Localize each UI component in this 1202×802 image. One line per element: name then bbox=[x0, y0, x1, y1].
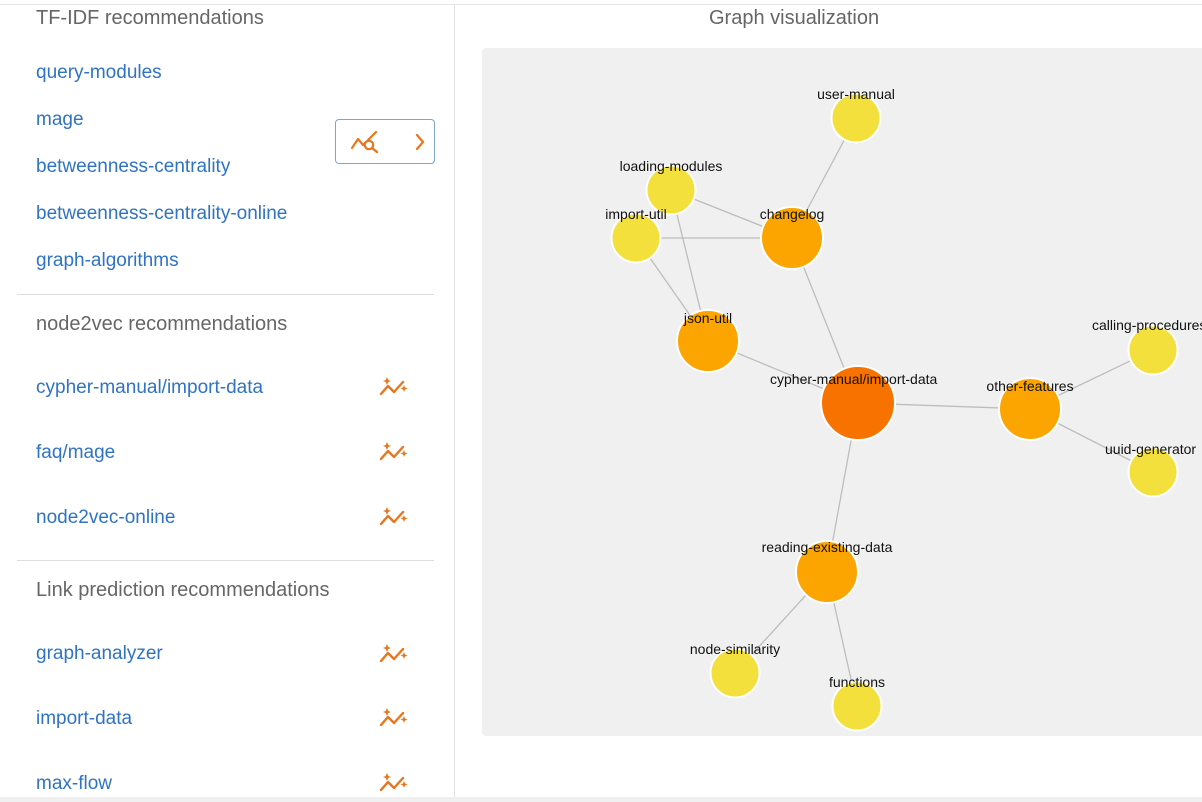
linkpred-link-graph-analyzer[interactable]: graph-analyzer bbox=[36, 643, 163, 664]
graph-node-label-user-manual: user-manual bbox=[817, 86, 895, 102]
sparkle-trend-icon[interactable] bbox=[378, 506, 410, 530]
graph-node-import-util[interactable] bbox=[610, 212, 662, 264]
top-border bbox=[0, 4, 1202, 5]
graph-node-node-similarity[interactable] bbox=[709, 647, 761, 699]
graph-node-other-features[interactable] bbox=[998, 377, 1062, 441]
graph-node-label-loading-modules: loading-modules bbox=[620, 158, 723, 174]
chart-search-icon bbox=[350, 130, 379, 154]
node2vec-section-title: node2vec recommendations bbox=[36, 313, 288, 335]
section-divider bbox=[17, 294, 434, 295]
linkpred-link-max-flow[interactable]: max-flow bbox=[36, 773, 113, 794]
graph-svg: cypher-manual/import-data user-manual chan… bbox=[605, 86, 1202, 732]
graph-node-label-uuid-generator: uuid-generator bbox=[1105, 441, 1196, 457]
graph-node-cypher-manual-import-data[interactable] bbox=[820, 365, 896, 441]
node2vec-link-node2vec-online[interactable]: node2vec-online bbox=[36, 507, 176, 528]
graph-node-label-node-similarity: node-similarity bbox=[690, 641, 780, 657]
graph-canvas[interactable]: cypher-manual/import-data user-manual chan… bbox=[482, 48, 1202, 736]
sparkle-trend-icon[interactable] bbox=[378, 376, 410, 400]
recommendations-panel: TF-IDF recommendations query-modules mag… bbox=[0, 0, 454, 797]
graph-node-label-json-util: json-util bbox=[683, 310, 732, 326]
section-divider bbox=[17, 560, 434, 561]
sparkle-trend-icon[interactable] bbox=[378, 643, 410, 667]
chevron-right-icon bbox=[415, 133, 425, 151]
graph-node-json-util[interactable] bbox=[676, 309, 740, 373]
tfidf-link-betweenness-centrality[interactable]: betweenness-centrality bbox=[36, 156, 231, 177]
tfidf-link-graph-algorithms[interactable]: graph-algorithms bbox=[36, 250, 179, 271]
graph-node-label-changelog: changelog bbox=[760, 206, 825, 222]
node2vec-link-faq-mage[interactable]: faq/mage bbox=[36, 442, 116, 463]
sparkle-trend-icon[interactable] bbox=[378, 441, 410, 465]
tfidf-link-mage[interactable]: mage bbox=[36, 109, 84, 130]
linkpred-section-title: Link prediction recommendations bbox=[36, 579, 330, 601]
sparkle-trend-icon[interactable] bbox=[378, 772, 410, 796]
graph-node-label-other-features: other-features bbox=[986, 378, 1073, 394]
graph-node-label-calling-procedures: calling-procedures bbox=[1092, 317, 1202, 333]
linkpred-link-import-data[interactable]: import-data bbox=[36, 708, 133, 729]
graph-toggle-button[interactable] bbox=[335, 119, 435, 164]
tfidf-section-title: TF-IDF recommendations bbox=[36, 7, 264, 29]
graph-title: Graph visualization bbox=[709, 7, 880, 29]
graph-node-calling-procedures[interactable] bbox=[1127, 324, 1179, 376]
graph-node-label-import-util: import-util bbox=[605, 206, 666, 222]
node2vec-link-cypher-manual-import-data[interactable]: cypher-manual/import-data bbox=[36, 377, 264, 398]
graph-node-reading-existing-data[interactable] bbox=[795, 540, 859, 604]
graph-node-changelog[interactable] bbox=[760, 206, 824, 270]
graph-node-label-cypher-manual-import-data: cypher-manual/import-data bbox=[770, 371, 938, 387]
sparkle-trend-icon[interactable] bbox=[378, 707, 410, 731]
graph-node-user-manual[interactable] bbox=[830, 92, 882, 144]
bottom-scroll-area bbox=[0, 797, 1202, 802]
graph-node-uuid-generator[interactable] bbox=[1127, 446, 1179, 498]
graph-node-label-functions: functions bbox=[829, 674, 885, 690]
graph-node-loading-modules[interactable] bbox=[645, 164, 697, 216]
column-divider bbox=[454, 5, 455, 797]
tfidf-link-betweenness-centrality-online[interactable]: betweenness-centrality-online bbox=[36, 203, 288, 224]
tfidf-link-query-modules[interactable]: query-modules bbox=[36, 62, 162, 83]
graph-node-label-reading-existing-data: reading-existing-data bbox=[762, 539, 893, 555]
graph-node-functions[interactable] bbox=[831, 680, 883, 732]
